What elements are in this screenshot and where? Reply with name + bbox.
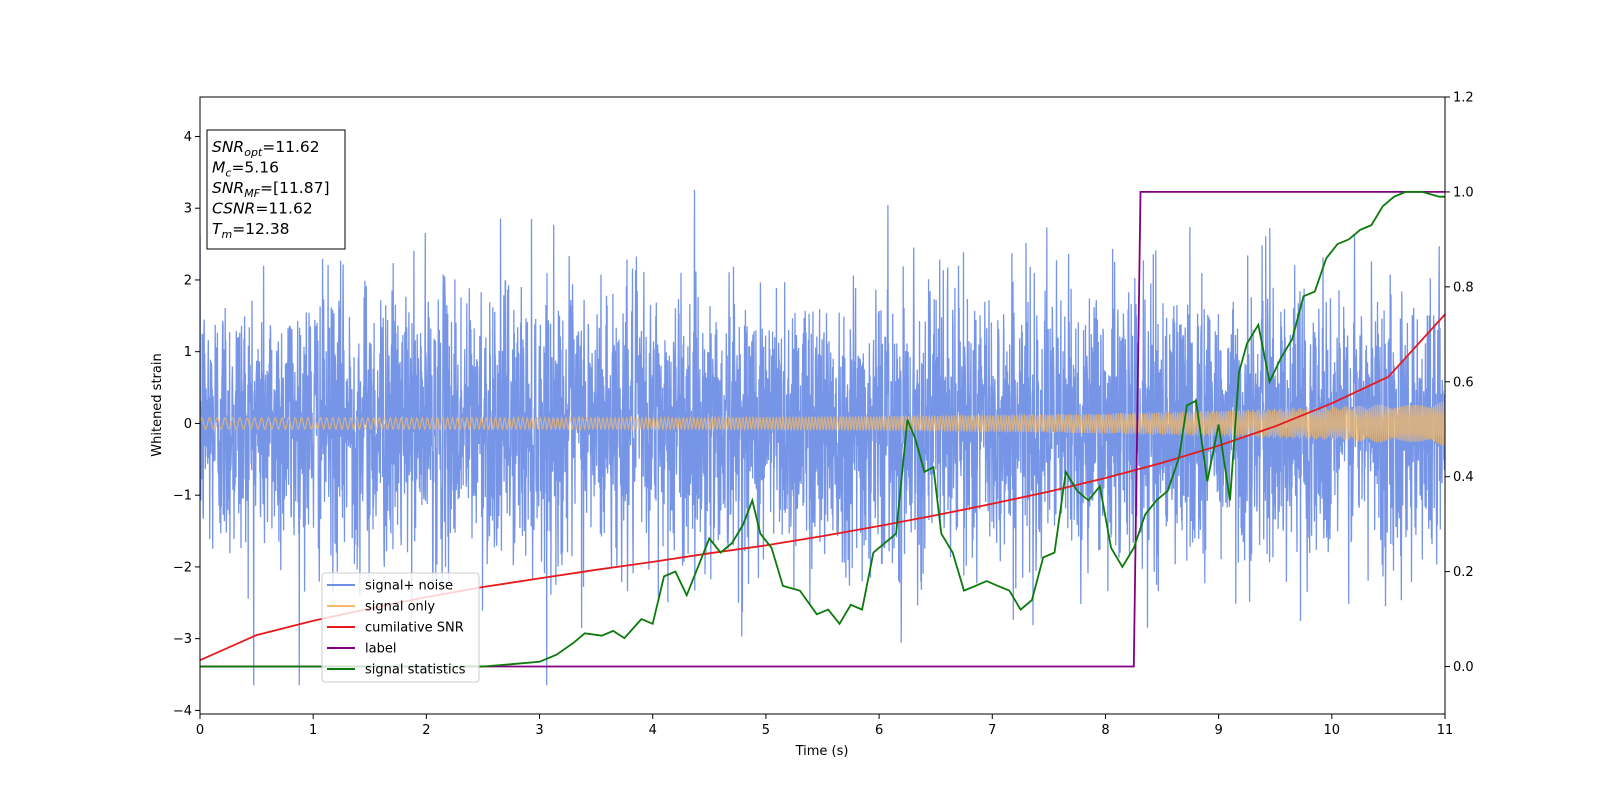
y-right-tick-label: 0.4 [1453, 470, 1474, 485]
legend-label: signal statistics [365, 663, 466, 678]
legend-label: signal+ noise [365, 579, 453, 594]
x-tick-label: 8 [1101, 723, 1109, 738]
legend-label: label [365, 642, 396, 657]
info-box-frame [206, 129, 346, 250]
info-box: SNRopt=11.62Mc=5.16SNRMF=[11.87]CSNR=11.… [206, 129, 346, 250]
x-tick-label: 1 [309, 723, 317, 738]
y-left-tick-label: −1 [173, 489, 192, 504]
info-value: =11.62 [262, 138, 319, 156]
y-axis-left: −4 −3 −2 −1 0 1 2 3 4 [173, 130, 200, 719]
info-subscript: c [225, 167, 231, 180]
y-axis-label: Whitened strain [150, 353, 165, 456]
info-line: CSNR=11.62 [212, 200, 313, 218]
y-right-tick-label: 0.8 [1453, 280, 1474, 295]
x-tick-label: 5 [762, 723, 770, 738]
x-tick-label: 9 [1214, 723, 1222, 738]
x-axis: 0 1 2 3 4 5 6 7 8 9 10 11 [196, 714, 1453, 738]
info-value: =[11.87] [260, 179, 329, 197]
y-axis-right: 0.0 0.2 0.4 0.6 0.8 1.0 1.2 [1445, 91, 1474, 675]
series-signal-only-line [200, 401, 1445, 446]
y-left-tick-label: 0 [184, 417, 192, 432]
y-right-tick-label: 0.6 [1453, 375, 1474, 390]
info-value: =12.38 [232, 220, 289, 238]
info-line: SNRopt=11.62 [212, 138, 320, 159]
info-symbol: CSNR [212, 200, 255, 218]
y-right-tick-label: 0.2 [1453, 565, 1474, 580]
legend-label: signal only [365, 600, 435, 615]
info-line: SNRMF=[11.87] [212, 179, 330, 200]
info-subscript: opt [244, 146, 263, 159]
y-left-tick-label: −3 [173, 632, 192, 647]
info-line: Mc=5.16 [212, 159, 279, 180]
y-left-tick-label: 1 [184, 345, 192, 360]
legend-label: cumilative SNR [365, 621, 464, 636]
plot-frame [199, 96, 1446, 715]
y-left-tick-label: −4 [173, 704, 192, 719]
info-line: Tm=12.38 [212, 220, 290, 241]
x-axis-label: Time (s) [795, 744, 849, 759]
y-left-tick-label: −2 [173, 560, 192, 575]
info-symbol: T [212, 220, 223, 238]
x-tick-label: 4 [649, 723, 657, 738]
x-tick-label: 0 [196, 723, 204, 738]
info-subscript: MF [244, 187, 260, 200]
info-symbol: SNR [212, 179, 244, 197]
info-symbol: M [212, 159, 225, 177]
y-right-tick-label: 1.2 [1453, 91, 1474, 106]
series-signal-statistics-line [200, 191, 1445, 668]
y-left-tick-label: 4 [184, 130, 192, 145]
y-right-tick-label: 1.0 [1453, 185, 1474, 200]
x-tick-label: 11 [1437, 723, 1454, 738]
x-tick-label: 10 [1324, 723, 1341, 738]
y-left-tick-label: 3 [184, 202, 192, 217]
y-right-tick-label: 0.0 [1453, 660, 1474, 675]
x-tick-label: 3 [535, 723, 543, 738]
info-symbol: SNR [212, 138, 244, 156]
info-value: =11.62 [255, 200, 312, 218]
x-tick-label: 7 [988, 723, 996, 738]
y-left-tick-label: 2 [184, 273, 192, 288]
info-subscript: m [221, 228, 232, 241]
series-signal-noise-line [200, 189, 1445, 686]
x-tick-label: 2 [422, 723, 430, 738]
legend-frame [321, 572, 480, 683]
info-value: =5.16 [231, 159, 279, 177]
series-label-line [200, 191, 1445, 668]
x-tick-label: 6 [875, 723, 883, 738]
legend: signal+ noise signal only cumilative SNR la… [321, 572, 480, 683]
